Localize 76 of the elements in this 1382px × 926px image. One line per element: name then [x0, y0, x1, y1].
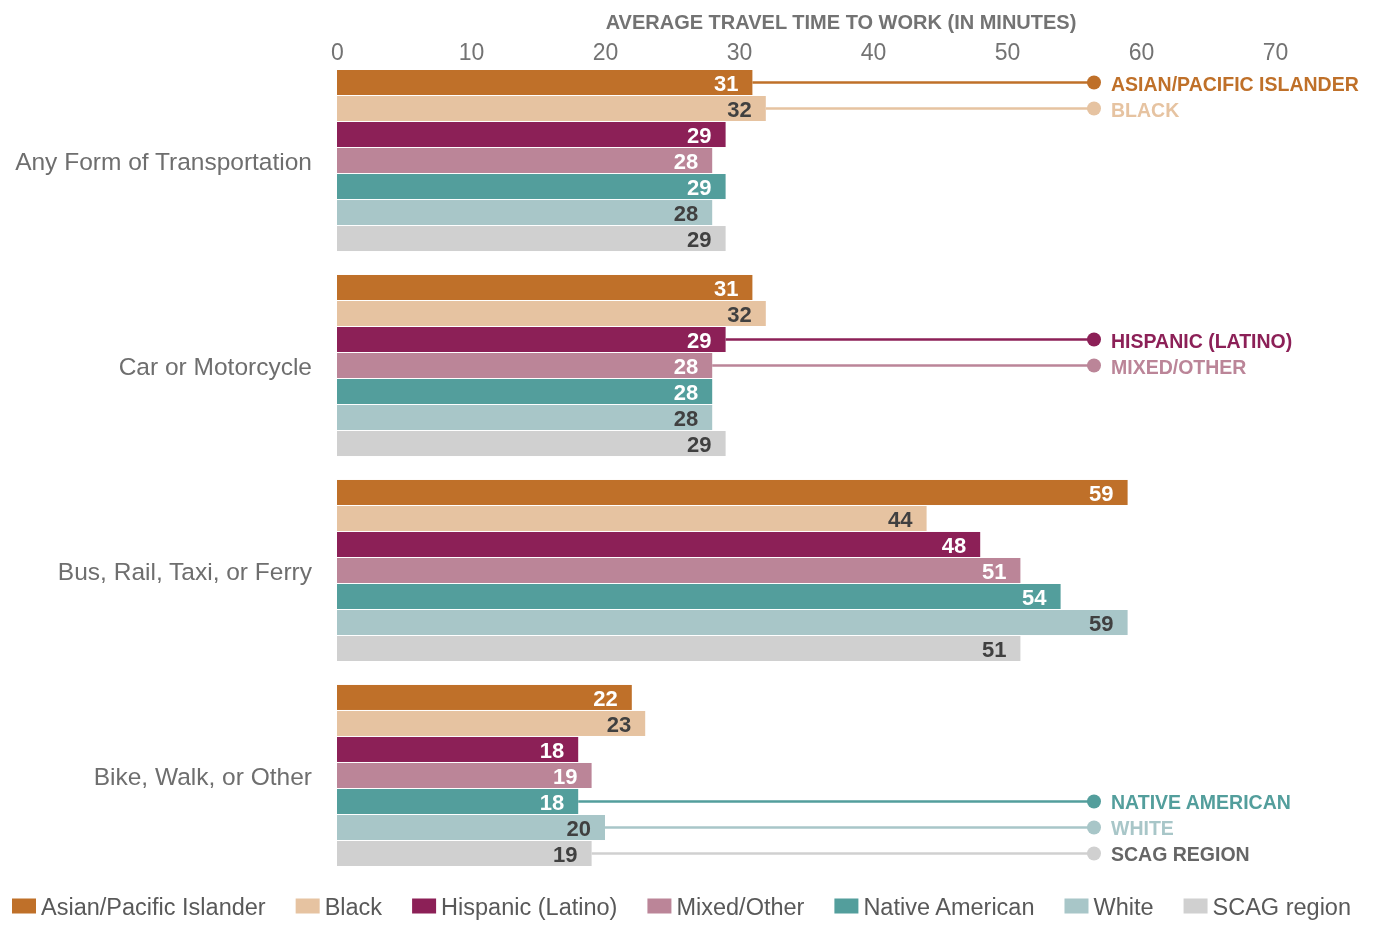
legend-label: White [1093, 894, 1154, 920]
annotation: BLACK [1111, 98, 1180, 121]
data-label: 20 [566, 815, 591, 841]
annotation: MIXED/OTHER [1111, 355, 1247, 378]
y-tick-label: Bus, Rail, Taxi, or Ferry [57, 557, 313, 585]
data-label: 19 [553, 763, 578, 789]
bar [337, 300, 766, 326]
data-label: 59 [1089, 611, 1114, 636]
y-tick-label: Any Form of Transportation [15, 147, 312, 175]
annotation: ASIAN/PACIFIC ISLANDER [1111, 72, 1359, 95]
y-tick-label: Bike, Walk, or Other [93, 762, 312, 790]
bar [337, 479, 1128, 505]
legend-label: Asian/Pacific Islander [41, 894, 266, 920]
bar [337, 505, 927, 531]
bar [337, 274, 753, 300]
data-label: 51 [981, 637, 1007, 663]
data-label: 44 [888, 506, 914, 532]
bar [337, 584, 1061, 609]
bar [337, 379, 713, 405]
data-label: 18 [539, 737, 565, 763]
bar [337, 148, 713, 174]
bar [337, 762, 592, 788]
bar [337, 405, 713, 431]
x-tick-label: 30 [726, 39, 753, 65]
annotation: SCAG REGION [1111, 843, 1250, 866]
bar [337, 610, 1128, 636]
legend-label: Black [324, 894, 383, 920]
bar [337, 636, 1021, 662]
x-tick-label: 40 [860, 39, 887, 65]
data-label: 22 [593, 685, 618, 711]
bar [337, 200, 713, 226]
bar [337, 710, 646, 736]
bar [337, 122, 726, 148]
data-label: 23 [606, 711, 632, 737]
x-tick-label: 70 [1262, 39, 1289, 65]
data-label: 51 [981, 558, 1007, 584]
bar [337, 226, 726, 252]
data-label: 31 [713, 71, 739, 96]
y-tick-label: Car or Motorcycle [118, 352, 312, 380]
data-label: 28 [673, 149, 699, 175]
legend-label: Hispanic (Latino) [441, 894, 618, 920]
data-label: 29 [687, 328, 712, 353]
data-label: 29 [687, 123, 712, 149]
bar [337, 531, 981, 557]
legend-label: Native American [863, 894, 1035, 920]
x-tick-label: 50 [994, 39, 1021, 65]
bar [337, 174, 726, 200]
data-label: 29 [687, 175, 712, 201]
data-label: 31 [713, 275, 739, 301]
data-label: 54 [1022, 585, 1048, 610]
bar [337, 736, 579, 762]
legend-label: SCAG region [1212, 894, 1351, 920]
data-label: 28 [673, 406, 699, 432]
data-label: 48 [941, 532, 967, 558]
data-label: 32 [727, 302, 752, 327]
data-label: 28 [673, 201, 699, 227]
data-label: 18 [539, 789, 565, 815]
data-label: 19 [553, 842, 578, 867]
bar [337, 431, 726, 457]
data-label: 59 [1089, 480, 1114, 506]
data-label: 32 [727, 97, 752, 123]
data-label: 29 [687, 432, 712, 458]
x-tick-label: 10 [458, 39, 485, 65]
data-label: 28 [673, 354, 699, 380]
annotation: HISPANIC (LATINO) [1111, 329, 1293, 352]
bar [337, 557, 1021, 583]
x-tick-label: 0 [331, 39, 344, 65]
bar [337, 684, 632, 710]
annotation: WHITE [1111, 817, 1174, 840]
data-label: 29 [687, 227, 712, 253]
x-tick-label: 20 [592, 39, 619, 65]
x-axis-title: AVERAGE TRAVEL TIME TO WORK (IN MINUTES) [605, 11, 1077, 33]
legend-label: Mixed/Other [676, 894, 805, 920]
data-label: 28 [673, 380, 699, 406]
x-tick-label: 60 [1128, 39, 1155, 65]
annotation: NATIVE AMERICAN [1111, 791, 1291, 814]
